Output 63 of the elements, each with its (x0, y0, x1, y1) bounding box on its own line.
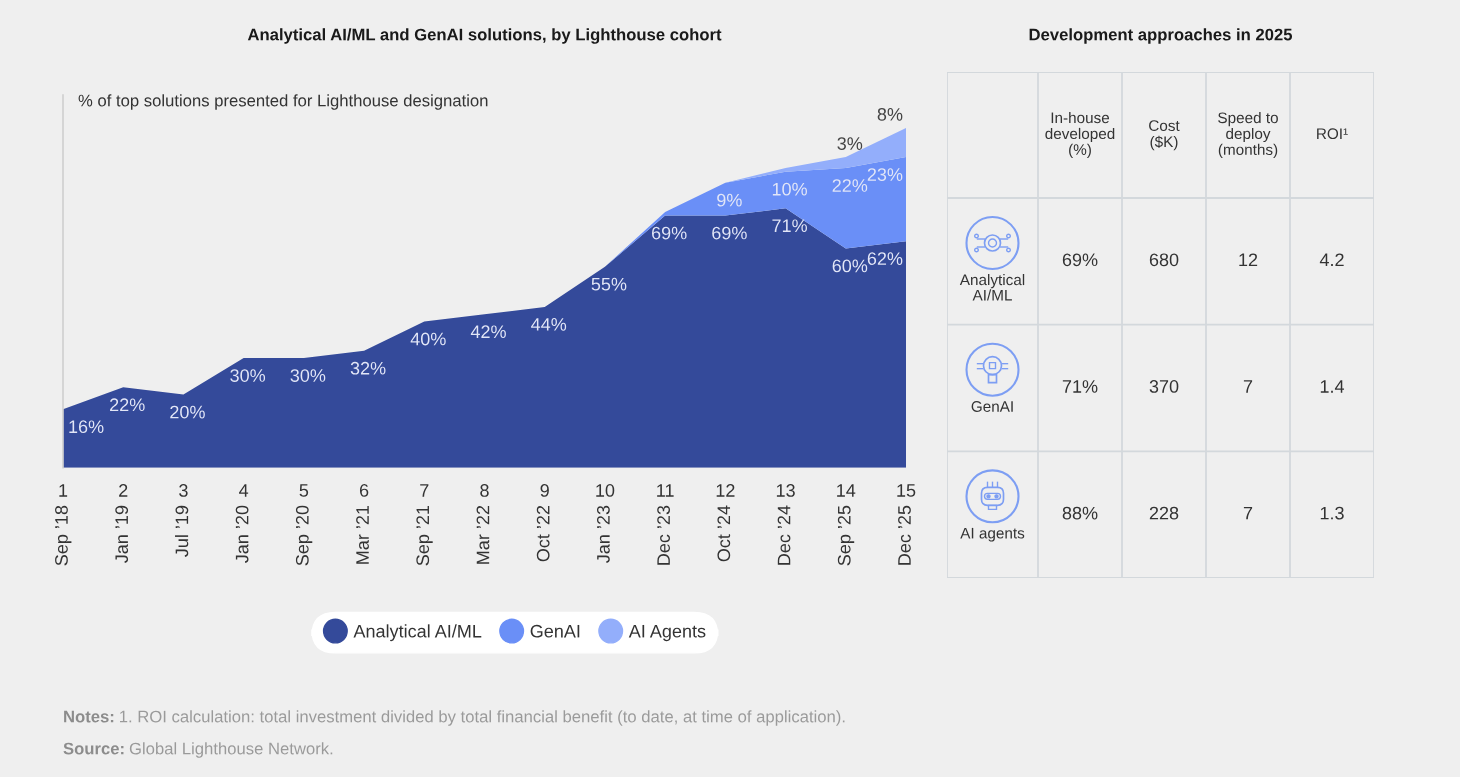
category-label: In-house developed (%) (1045, 111, 1115, 159)
data-label: 44% (531, 318, 567, 331)
data-label: 71% (772, 219, 807, 233)
text: 69% (1062, 253, 1098, 267)
text: 88% (1062, 506, 1098, 520)
text: 71% (1062, 380, 1098, 393)
y-axis-title: % of top solutions presented for Lighthouse designation (78, 94, 488, 110)
data-label: 42% (470, 325, 506, 339)
x-tick-label: 11 Dec ’23 (657, 484, 674, 565)
data-label: 30% (290, 369, 326, 382)
data-label: 8% (877, 107, 903, 121)
x-tick-label: 1 Sep ’18 (55, 484, 72, 566)
legend-label: AI Agents (628, 624, 706, 642)
data-label: 69% (712, 226, 747, 240)
text: 228 (1149, 506, 1179, 520)
text: 7 (1243, 380, 1253, 393)
data-label: 62% (867, 252, 903, 265)
data-label: 69% (651, 226, 687, 240)
text: 4.2 (1319, 253, 1344, 266)
text: 7 (1243, 506, 1253, 520)
x-tick-label: 14 Sep ’25 (837, 484, 856, 566)
category-label: AI agents (960, 527, 1025, 542)
data-label: 23% (867, 168, 903, 181)
legend-label: GenAI (530, 624, 580, 638)
x-tick-label: 5 Sep ’20 (295, 484, 313, 566)
x-tick-label: 6 Mar ’21 (356, 484, 369, 564)
x-tick-label: 7 Sep ’21 (416, 484, 433, 566)
text: 1.3 (1320, 506, 1344, 520)
x-tick-label: 2 Jan ’19 (115, 484, 129, 563)
data-label: 9% (717, 193, 742, 207)
x-tick-label: 3 Jul ’19 (175, 484, 189, 557)
data-label: 30% (230, 369, 266, 382)
category-label: Speed to deploy (months) (1218, 111, 1278, 159)
data-label: 3% (837, 137, 863, 150)
x-tick-label: 12 Oct ’24 (716, 484, 735, 562)
x-tick-label: 9 Oct ’22 (536, 484, 550, 562)
data-label: 16% (69, 420, 104, 434)
source-note: Source: Global Lighthouse Network. (63, 742, 333, 758)
text: 12 (1239, 253, 1258, 266)
category-label: ROI¹ (1317, 128, 1348, 140)
category-label: Analytical AI/ML (959, 274, 1025, 301)
data-label: 55% (591, 277, 627, 291)
text: Development approaches in 2025 (1029, 28, 1293, 44)
data-label: 60% (832, 259, 868, 273)
data-label: 40% (410, 332, 446, 346)
legend-label: Analytical AI/ML (353, 624, 482, 642)
x-tick-label: 4 Jan ’20 (235, 484, 249, 563)
text: 680 (1149, 253, 1179, 267)
category-label: Cost ($K) (1149, 120, 1180, 151)
data-label: 10% (772, 182, 807, 196)
x-tick-label: 15 Dec ’25 (897, 484, 916, 565)
text: 1.4 (1320, 380, 1345, 393)
text: 370 (1149, 380, 1179, 393)
x-tick-label: 13 Dec ’24 (776, 484, 795, 565)
text: Notes: 1. ROI calculation: total investment divided by total financial benefit (to date, at time of application). (64, 710, 845, 726)
data-label: 20% (170, 405, 205, 419)
data-label: 22% (110, 398, 145, 412)
data-label: 32% (350, 361, 386, 375)
x-tick-label: 8 Mar ’22 (476, 484, 490, 564)
chart-title: Analytical AI/ML and GenAI solutions, by Lighthouse cohort (247, 28, 722, 44)
x-tick-label: 10 Jan ’23 (596, 484, 615, 563)
data-label: 22% (832, 179, 868, 192)
category-label: GenAI (971, 401, 1013, 412)
